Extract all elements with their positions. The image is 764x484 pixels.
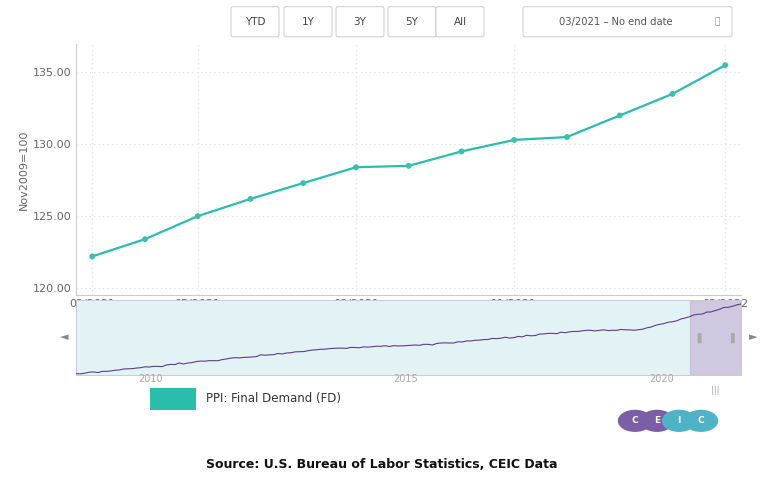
Text: Source: U.S. Bureau of Labor Statistics, CEIC Data: Source: U.S. Bureau of Labor Statistics,… <box>206 458 558 471</box>
Point <box>192 212 204 220</box>
FancyBboxPatch shape <box>523 7 732 37</box>
Circle shape <box>662 410 695 431</box>
Text: 5Y: 5Y <box>406 17 419 27</box>
Point <box>403 162 415 170</box>
FancyBboxPatch shape <box>436 7 484 37</box>
Point <box>86 253 99 260</box>
Text: 2015: 2015 <box>393 375 418 384</box>
Bar <box>150 388 196 410</box>
Text: ◄: ◄ <box>60 333 69 343</box>
Text: C: C <box>632 416 638 425</box>
Text: All: All <box>454 17 467 27</box>
Y-axis label: Nov2009=100: Nov2009=100 <box>18 129 28 210</box>
Point <box>666 90 678 98</box>
Text: PPI: Final Demand (FD): PPI: Final Demand (FD) <box>206 393 341 405</box>
Point <box>508 136 520 144</box>
FancyBboxPatch shape <box>388 7 436 37</box>
Point <box>561 133 573 141</box>
Point <box>244 195 257 203</box>
Point <box>297 179 309 187</box>
Text: |||: ||| <box>711 386 720 395</box>
Circle shape <box>685 410 717 431</box>
Text: 3Y: 3Y <box>354 17 367 27</box>
Text: ►: ► <box>749 333 758 343</box>
FancyBboxPatch shape <box>231 7 279 37</box>
Point <box>350 164 362 171</box>
Text: 1Y: 1Y <box>302 17 315 27</box>
Text: 2010: 2010 <box>138 375 163 384</box>
Bar <box>690 300 741 375</box>
Point <box>719 61 731 69</box>
Circle shape <box>640 410 674 431</box>
Text: I: I <box>678 416 681 425</box>
Text: 03/2021 – No end date: 03/2021 – No end date <box>558 17 672 27</box>
Text: YTD: YTD <box>244 17 265 27</box>
Point <box>613 112 626 120</box>
Text: ▌: ▌ <box>730 333 738 343</box>
Text: C: C <box>698 416 704 425</box>
Text: E: E <box>654 416 660 425</box>
Text: 📅: 📅 <box>714 17 720 26</box>
Point <box>139 235 151 243</box>
FancyBboxPatch shape <box>284 7 332 37</box>
Text: 2020: 2020 <box>649 375 674 384</box>
Point <box>455 148 468 155</box>
Text: ▐: ▐ <box>693 333 701 343</box>
Circle shape <box>619 410 652 431</box>
FancyBboxPatch shape <box>336 7 384 37</box>
